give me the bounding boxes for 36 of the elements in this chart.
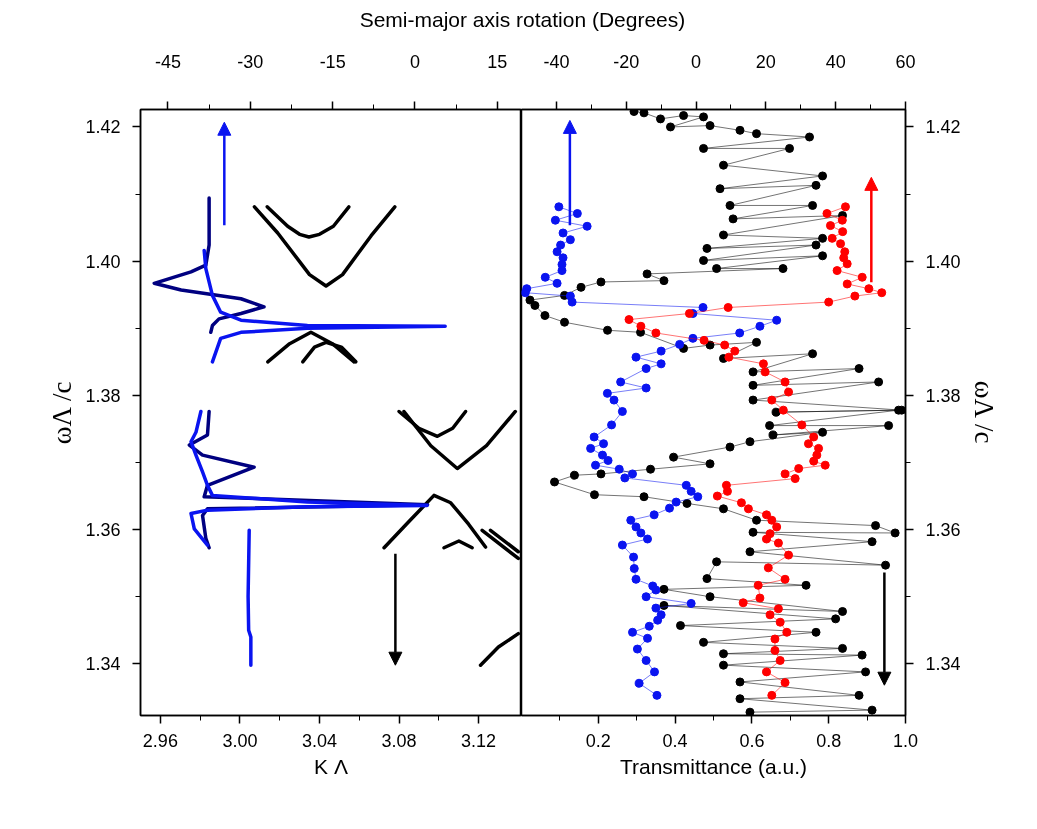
y-tick-label: 1.42 (85, 117, 121, 138)
y-tick-label: 1.40 (85, 251, 121, 272)
x-axis-title: K Λ (314, 754, 348, 778)
y-tick-label: 1.36 (925, 520, 961, 541)
x2-tick-label: 20 (755, 51, 776, 72)
x-tick-label: 0.8 (816, 730, 842, 751)
x2-tick-label: -20 (613, 51, 640, 72)
y-tick-label: 1.42 (925, 117, 961, 138)
x-tick-label: 3.00 (222, 730, 258, 751)
x-tick-label: 1.0 (892, 730, 919, 751)
y-tick-label: 1.36 (85, 520, 121, 541)
x2-tick-label: -45 (154, 51, 181, 72)
x2-tick-label: -40 (543, 51, 570, 72)
x2-tick-label: -15 (319, 51, 346, 72)
y-tick-label: 1.34 (925, 654, 961, 675)
y-tick-label: 1.34 (85, 654, 121, 675)
x2-tick-label: 40 (825, 51, 846, 72)
y-tick-label: 1.38 (925, 385, 961, 406)
x-tick-label: 2.96 (142, 730, 178, 751)
x2-tick-label: 0 (409, 51, 421, 72)
x-tick-label: 0.2 (585, 730, 611, 751)
x2-tick-label: 60 (895, 51, 916, 72)
x-tick-label: 3.12 (461, 730, 497, 751)
x2-axis-title: Semi-major axis rotation (Degrees) (359, 7, 686, 33)
x2-tick-label: 0 (691, 51, 702, 72)
x-tick-label: 0.6 (739, 730, 765, 751)
y-tick-label: 1.40 (925, 251, 961, 272)
x2-tick-label: -30 (237, 51, 264, 72)
y-axis-title: ωΛ /c (968, 380, 999, 444)
x-tick-label: 3.08 (381, 730, 417, 751)
x-axis-title: Transmittance (a.u.) (619, 754, 808, 778)
x-tick-label: 0.4 (662, 730, 688, 751)
y-tick-label: 1.38 (85, 385, 121, 406)
y-axis-title: ωΛ /c (47, 381, 78, 445)
x-tick-label: 3.04 (301, 730, 337, 751)
x2-tick-label: 15 (487, 51, 508, 72)
